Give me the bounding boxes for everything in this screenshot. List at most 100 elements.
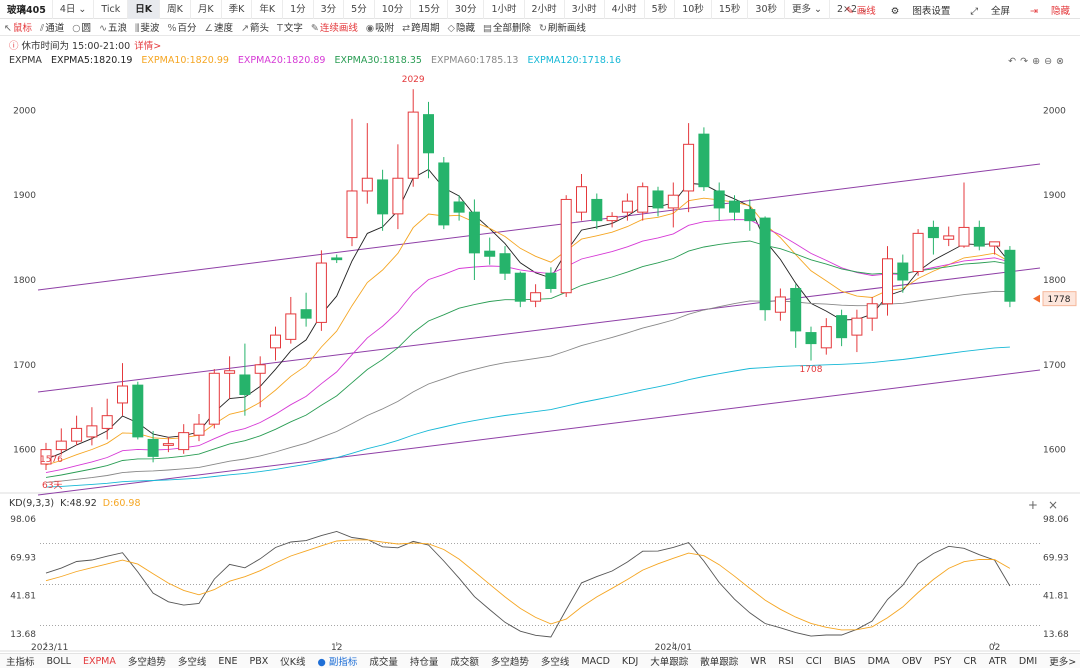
indicator-tab[interactable]: BOLL [46,655,71,667]
close-indicator-icon[interactable]: × [1047,498,1058,512]
indicator-tab[interactable]: 主指标 [6,657,35,668]
candle-body [407,111,419,179]
candle [178,424,190,454]
draw-tool-label: 速度 [214,23,234,34]
draw-tool-label: 斐波 [140,23,160,34]
timeframe-tab[interactable]: 3小时 [563,0,604,19]
indicator-tab[interactable]: DMA [867,655,890,667]
undo-icon[interactable]: ↶ [1008,56,1017,67]
timeframe-tab[interactable]: 15分 [410,0,447,19]
session-details-link[interactable]: 详情> [134,40,162,52]
indicator-tab[interactable]: PBX [249,655,269,667]
indicator-tab[interactable]: 散单跟踪 [700,657,739,668]
candle-body [790,287,802,332]
draw-tool[interactable]: ○圆 [68,20,95,34]
draw-tool-label: 全部删除 [492,23,531,34]
candle-body [224,370,236,374]
draw-tool[interactable]: ⫼斐波 [131,20,163,34]
draw-tool[interactable]: ◉吸附 [362,20,398,34]
draw-button[interactable]: ✎ 画线 [845,5,876,17]
draw-tool[interactable]: %百分 [163,20,200,34]
timeframe-tab[interactable]: 日K [127,0,160,19]
candle-body [71,427,83,442]
symbol-label[interactable]: 玻璃405 [7,5,46,16]
fullscreen-button[interactable]: ⤢ 全屏 [960,3,1020,17]
indicator-tab[interactable]: 多空线 [540,657,570,668]
draw-tool[interactable]: ⫽通道 [36,20,68,34]
timeframe-tab[interactable]: 周K [159,0,190,19]
indicator-tabs: 主指标 BOLL EXPMA 多空趋势 多空线 ENE PBX 仪K线 ● 副指标 成交量 持仓量成… [0,653,1080,668]
indicator-tab[interactable]: ● 副指标 [317,657,358,668]
draw-tool[interactable]: ∠速度 [200,20,237,34]
draw-tool[interactable]: ↖鼠标 [0,20,36,34]
candle [377,169,389,231]
indicator-tab[interactable]: 成交量 [369,657,398,668]
timeframe-tab[interactable]: 2小时 [523,0,564,19]
timeframe-tab[interactable]: 30秒 [747,0,784,19]
draw-tool-label: 跨周期 [411,23,440,34]
candle [943,226,955,247]
kd-axis-label-left: 98.06 [10,515,36,525]
draw-tool[interactable]: ▤全部删除 [479,20,535,34]
indicator-tab[interactable]: DMI [1018,655,1038,667]
indicator-tab[interactable]: CCI [805,655,822,667]
draw-tool[interactable]: ↻刷新画线 [535,20,590,34]
zoom-in-icon[interactable]: ⊕ [1032,56,1041,67]
close-icon[interactable]: ⊗ [1056,56,1064,67]
redo-icon[interactable]: ↷ [1020,56,1029,67]
timeframe-tab[interactable]: 5秒 [643,0,675,19]
timeframe-tab[interactable]: 季K [220,0,252,19]
indicator-tab[interactable]: 大单跟踪 [650,657,689,668]
price-axis-label-left: 1700 [13,361,36,371]
timeframe-tab[interactable]: 15秒 [710,0,748,19]
indicator-tab[interactable]: 持仓量 [409,657,439,668]
indicator-tab[interactable]: WR [750,655,767,667]
indicator-tab[interactable]: ATR [988,655,1007,667]
zoom-out-icon[interactable]: ⊖ [1044,56,1053,67]
draw-tool[interactable]: ∿五浪 [95,20,131,34]
timeframe-tab[interactable]: 更多 ⌄ [784,0,829,19]
candle-body [499,253,511,274]
indicator-tab[interactable]: 成交额 [450,657,479,668]
indicator-tab[interactable]: BIAS [833,655,856,667]
timeframe-tab[interactable]: 3分 [312,0,344,19]
candle-body [958,226,970,247]
indicator-tab[interactable]: EXPMA [82,655,116,667]
chart-settings-button[interactable]: ⚙ 图表设置 [881,3,961,17]
draw-tool[interactable]: ✎连续画线 [307,20,362,34]
timeframe-tab[interactable]: 4小时 [603,0,644,19]
draw-tool[interactable]: ⇄跨周期 [398,20,443,34]
timeframe-tab[interactable]: 年K [251,0,282,19]
indicator-tab[interactable]: ENE [218,655,238,667]
indicator-tab[interactable]: CR [963,655,977,667]
timeframe-tab[interactable]: 10分 [373,0,411,19]
add-indicator-icon[interactable]: + [1027,498,1038,512]
draw-tool-label: 通道 [45,23,65,34]
timeframe-tab[interactable]: 4日 ⌄ [51,0,94,19]
draw-tool[interactable]: T文字 [273,20,307,34]
indicator-tab[interactable]: 多空趋势 [490,657,529,668]
timeframe-tab[interactable]: 1分 [282,0,313,19]
indicator-tab[interactable]: 多空线 [177,657,207,668]
indicator-tab[interactable]: PSY [933,655,952,667]
timeframe-tab[interactable]: 5分 [343,0,374,19]
timeframe-tab[interactable]: Tick [93,0,127,19]
session-text: 休市时间为 15:00-21:00 [21,40,131,52]
indicator-tab[interactable]: MACD [581,655,610,667]
timeframe-tab[interactable]: 30分 [446,0,484,19]
indicator-tab[interactable]: KDJ [621,655,639,667]
indicator-tab[interactable]: RSI [778,655,794,667]
timeframe-tab[interactable]: 月K [189,0,221,19]
draw-tool[interactable]: ↗箭头 [237,20,273,34]
draw-tool[interactable]: ◇隐藏 [444,20,479,34]
indicator-tab[interactable]: 仪K线 [280,657,306,668]
candle-body [698,133,710,188]
timeframe-tab[interactable]: 2×2 ⌄ [828,0,875,19]
timeframe-tab[interactable]: 1小时 [483,0,523,19]
indicator-tab[interactable]: 多空趋势 [127,657,166,668]
timeframe-tab[interactable]: 10秒 [674,0,711,19]
indicator-tab[interactable]: OBV [901,655,922,667]
indicator-tab[interactable]: 更多> [1049,657,1077,668]
hide-button[interactable]: ⇥ 隐藏 [1020,3,1080,17]
